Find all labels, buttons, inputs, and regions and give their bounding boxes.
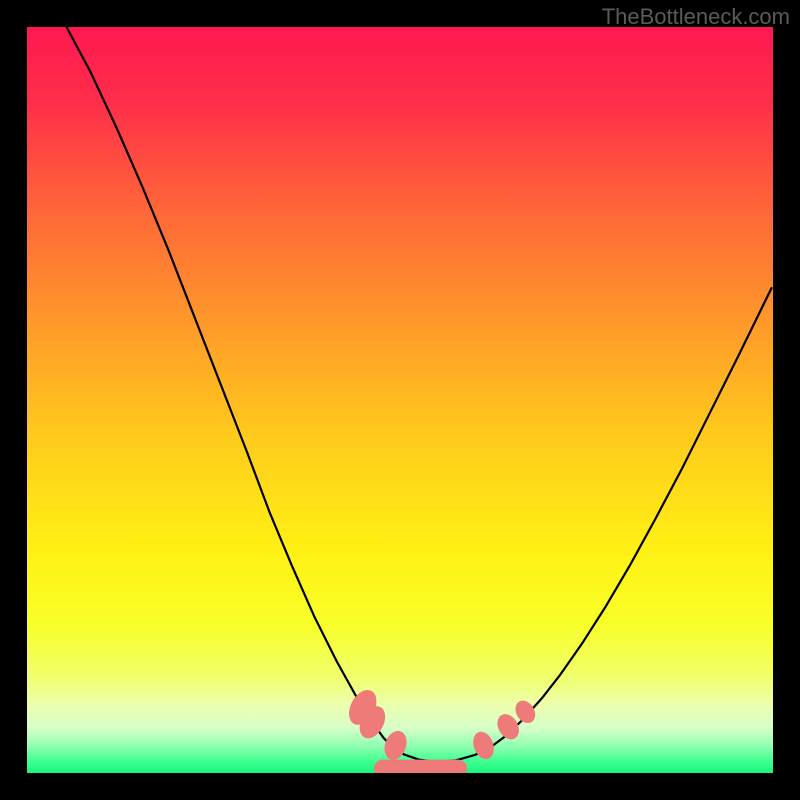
- chart-svg: [27, 27, 773, 773]
- gradient-background: [27, 27, 773, 773]
- chart-plot-area: [27, 27, 773, 773]
